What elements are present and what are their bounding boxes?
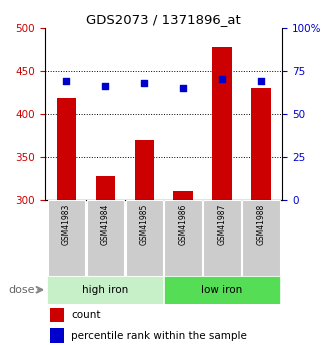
Text: GSM41987: GSM41987 bbox=[218, 204, 227, 245]
Bar bbox=[126, 200, 163, 276]
Bar bbox=[56, 98, 76, 200]
Bar bbox=[96, 176, 115, 200]
Bar bbox=[164, 200, 202, 276]
Point bbox=[64, 78, 69, 84]
Bar bbox=[134, 140, 154, 200]
Bar bbox=[242, 200, 280, 276]
Text: GSM41988: GSM41988 bbox=[256, 204, 265, 245]
Point bbox=[103, 83, 108, 89]
Bar bbox=[48, 200, 85, 276]
Text: GSM41985: GSM41985 bbox=[140, 204, 149, 245]
Bar bbox=[87, 200, 124, 276]
Text: GSM41986: GSM41986 bbox=[179, 204, 188, 245]
Point bbox=[258, 78, 264, 84]
Text: low iron: low iron bbox=[202, 285, 243, 295]
Bar bbox=[204, 200, 241, 276]
Bar bbox=[47, 276, 163, 304]
Bar bbox=[213, 47, 232, 200]
Point bbox=[220, 77, 225, 82]
Text: high iron: high iron bbox=[82, 285, 128, 295]
Point bbox=[142, 80, 147, 86]
Bar bbox=[164, 276, 280, 304]
Title: GDS2073 / 1371896_at: GDS2073 / 1371896_at bbox=[86, 13, 241, 27]
Text: percentile rank within the sample: percentile rank within the sample bbox=[71, 331, 247, 341]
Bar bbox=[173, 191, 193, 200]
Text: GSM41984: GSM41984 bbox=[101, 204, 110, 245]
Text: count: count bbox=[71, 310, 100, 320]
Point bbox=[181, 85, 186, 91]
Text: GSM41983: GSM41983 bbox=[62, 204, 71, 245]
Text: dose: dose bbox=[9, 285, 35, 295]
Bar bbox=[50, 308, 64, 322]
Bar bbox=[251, 88, 271, 200]
Bar bbox=[50, 328, 64, 343]
